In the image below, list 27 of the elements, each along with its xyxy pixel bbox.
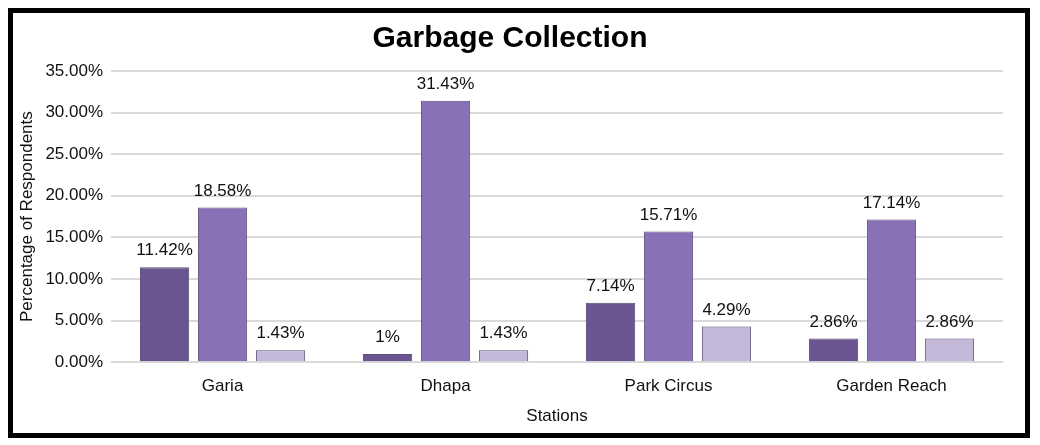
data-label: 4.29% xyxy=(702,299,751,319)
y-tick-label: 10.00% xyxy=(45,268,104,288)
data-label: 15.71% xyxy=(639,204,698,224)
y-tick-label: 35.00% xyxy=(45,60,104,80)
data-label: 1.43% xyxy=(256,323,305,343)
data-label: 7.14% xyxy=(586,275,635,295)
x-tick-label: Dhapa xyxy=(420,376,472,396)
x-tick-label: Garia xyxy=(201,376,244,396)
y-tick-label: 25.00% xyxy=(45,143,104,163)
y-tick-label: 30.00% xyxy=(45,102,104,122)
y-tick-label: 15.00% xyxy=(45,227,104,247)
data-label: 1% xyxy=(375,327,400,347)
data-label: 1.43% xyxy=(479,323,528,343)
y-tick-label: 5.00% xyxy=(54,310,104,330)
data-label: 2.86% xyxy=(925,311,974,331)
y-axis-title: Percentage of Respondents xyxy=(16,111,36,322)
y-tick-label: 20.00% xyxy=(45,185,104,205)
data-label: 18.58% xyxy=(193,180,252,200)
x-axis-title: Stations xyxy=(526,406,588,426)
data-label: 31.43% xyxy=(416,73,475,93)
data-label: 17.14% xyxy=(862,192,921,212)
data-label: 11.42% xyxy=(136,240,193,260)
x-tick-label: Park Circus xyxy=(624,376,713,396)
y-tick-label: 0.00% xyxy=(54,351,104,371)
chart-title: Garbage Collection xyxy=(372,20,648,54)
x-tick-label: Garden Reach xyxy=(836,376,947,396)
data-label: 2.86% xyxy=(809,311,858,331)
